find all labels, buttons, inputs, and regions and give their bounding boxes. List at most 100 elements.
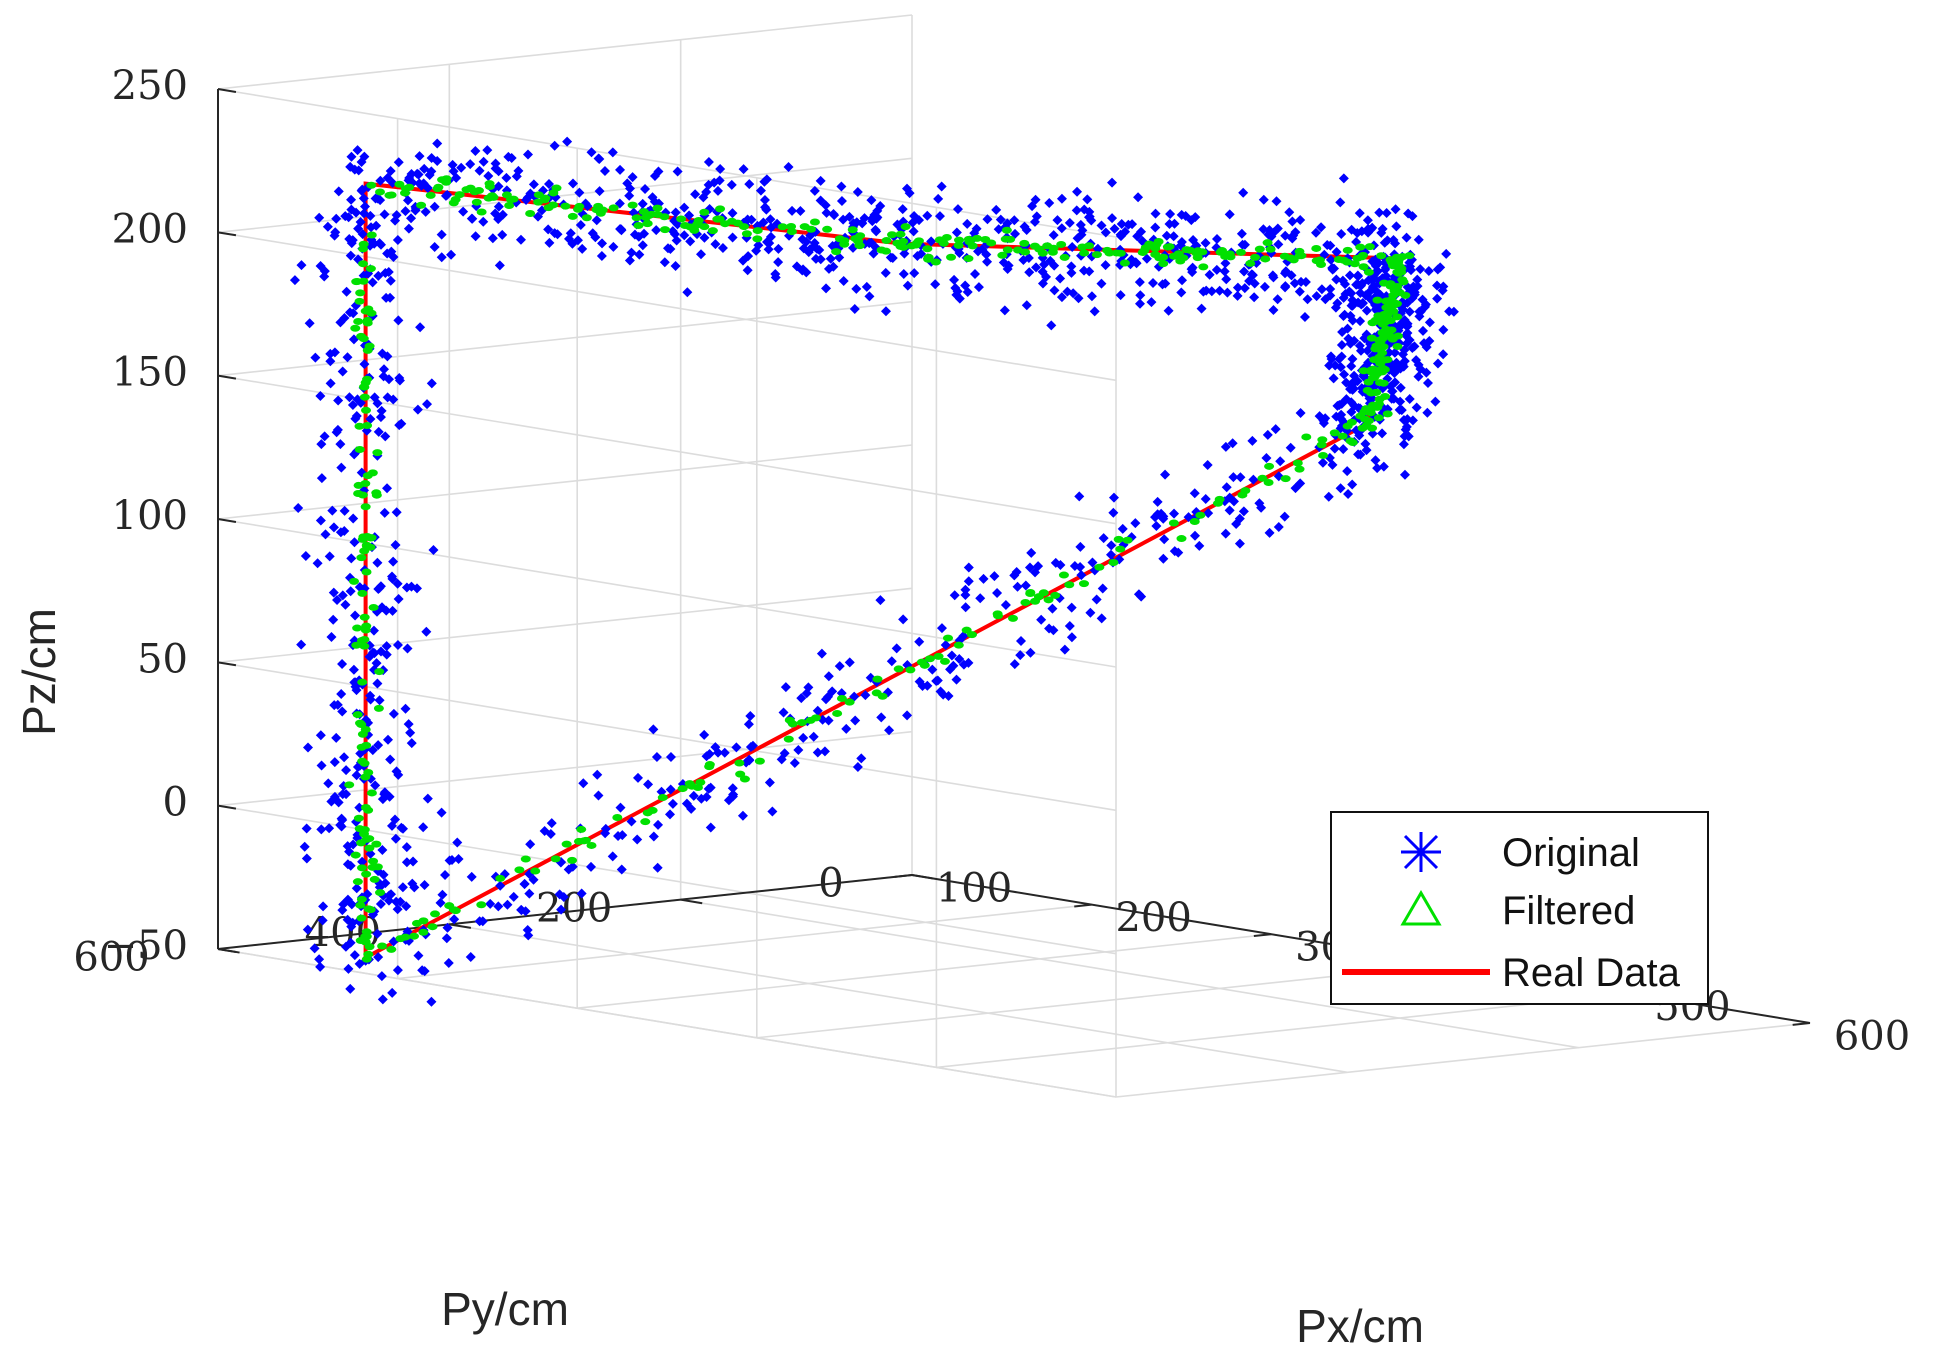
original-point: [356, 185, 367, 196]
original-point: [1409, 289, 1420, 300]
original-point: [1024, 562, 1035, 573]
original-point: [1049, 260, 1060, 271]
original-point: [916, 248, 927, 259]
original-point: [337, 905, 348, 916]
filtered-point: [786, 222, 797, 230]
original-point: [1096, 220, 1107, 231]
original-point: [637, 198, 648, 209]
original-point: [600, 823, 611, 834]
original-point: [1390, 367, 1401, 378]
original-point: [380, 878, 391, 889]
original-point: [1275, 456, 1286, 467]
original-point: [686, 803, 697, 814]
filtered-point: [508, 195, 519, 203]
original-point: [346, 899, 357, 910]
original-point: [1270, 424, 1281, 435]
filtered-point: [923, 255, 934, 263]
filtered-point: [371, 491, 382, 499]
original-point: [909, 268, 920, 279]
original-point: [1404, 394, 1415, 405]
original-point: [670, 207, 681, 218]
original-point: [1338, 173, 1349, 184]
original-point: [632, 834, 643, 845]
original-point: [519, 878, 530, 889]
original-point: [1432, 280, 1443, 291]
original-point: [973, 282, 984, 293]
original-point: [1382, 235, 1393, 246]
original-point: [1258, 194, 1269, 205]
original-point: [696, 249, 707, 260]
filtered-point: [887, 231, 898, 239]
filtered-point: [685, 223, 696, 231]
filtered-point: [399, 189, 410, 197]
original-point: [1400, 330, 1411, 341]
filtered-point: [676, 215, 687, 223]
filtered-point: [1363, 417, 1374, 425]
original-point: [1055, 273, 1066, 284]
original-point: [375, 175, 386, 186]
original-point: [388, 394, 399, 405]
original-point: [493, 201, 504, 212]
original-point: [329, 757, 340, 768]
filtered-point: [924, 655, 935, 663]
filtered-point: [359, 830, 370, 838]
original-point: [1311, 291, 1322, 302]
filtered-point: [1387, 335, 1398, 343]
filtered-point: [1002, 246, 1013, 254]
original-point: [343, 963, 354, 974]
original-point: [1422, 407, 1433, 418]
filtered-point: [364, 943, 375, 951]
original-point: [497, 229, 508, 240]
original-point: [592, 769, 603, 780]
original-point: [1390, 377, 1401, 388]
original-point: [717, 243, 728, 254]
original-point: [864, 238, 875, 249]
filtered-point: [660, 226, 671, 234]
original-point: [1332, 400, 1343, 411]
filtered-point: [754, 757, 765, 765]
original-point: [1009, 659, 1020, 670]
original-point: [626, 816, 637, 827]
original-point: [875, 595, 886, 606]
filtered-point: [1084, 242, 1095, 250]
original-point: [803, 247, 814, 258]
filtered-point: [1020, 598, 1031, 606]
original-point: [914, 676, 925, 687]
original-point: [574, 187, 585, 198]
original-point: [1106, 549, 1117, 560]
original-point: [1071, 205, 1082, 216]
original-point: [593, 153, 604, 164]
original-point: [1086, 291, 1097, 302]
filtered-point: [1019, 239, 1030, 247]
original-point: [309, 943, 320, 954]
original-point: [679, 230, 690, 241]
original-point: [744, 755, 755, 766]
original-point: [1238, 506, 1249, 517]
original-point: [1237, 239, 1248, 250]
original-point: [367, 745, 378, 756]
original-point: [1437, 285, 1448, 296]
original-point: [327, 505, 338, 516]
original-point: [406, 581, 417, 592]
filtered-point: [1358, 263, 1369, 271]
original-point: [1401, 232, 1412, 243]
filtered-point: [707, 227, 718, 235]
original-point: [396, 822, 407, 833]
filtered-point: [356, 895, 367, 903]
original-point: [1294, 286, 1305, 297]
original-point: [447, 159, 458, 170]
z-tick-label: 100: [112, 493, 188, 539]
original-point: [943, 690, 954, 701]
filtered-point: [608, 204, 619, 212]
original-point: [520, 906, 531, 917]
original-point: [949, 274, 960, 285]
original-point: [866, 195, 877, 206]
filtered-point: [1392, 313, 1403, 321]
filtered-point: [898, 243, 909, 251]
original-point: [647, 192, 658, 203]
filtered-point: [476, 901, 487, 909]
original-point: [823, 671, 834, 682]
filtered-point: [1355, 412, 1366, 420]
original-point: [545, 829, 556, 840]
original-point: [1399, 469, 1410, 480]
